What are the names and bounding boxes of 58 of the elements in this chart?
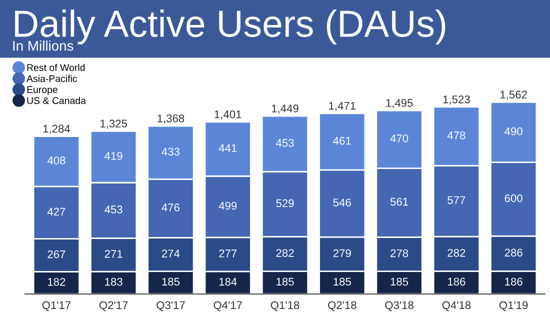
legend-label: Asia-Pacific [26, 74, 78, 82]
data-label: 185 [276, 278, 294, 286]
legend-label: Rest of World [27, 64, 85, 72]
data-label: 186 [505, 278, 522, 286]
data-label: 277 [219, 250, 237, 258]
data-label: 419 [104, 152, 122, 160]
data-label: 184 [219, 278, 237, 286]
legend-label: Europe [27, 86, 58, 95]
data-label: 561 [390, 198, 408, 206]
data-label: 186 [448, 278, 466, 286]
data-label: 546 [333, 198, 351, 206]
total-label: 1,523 [443, 95, 470, 105]
x-tick-label: Q1'17 [42, 301, 71, 312]
data-label: 499 [218, 202, 237, 210]
x-tick-label: Q2'18 [328, 301, 356, 312]
data-label: 183 [105, 278, 122, 286]
data-label: 185 [390, 278, 408, 286]
data-label: 278 [390, 249, 408, 258]
total-label: 1,368 [158, 114, 184, 124]
data-label: 427 [47, 208, 66, 216]
data-label: 453 [276, 139, 294, 147]
data-label: 441 [218, 144, 237, 152]
data-label: 185 [334, 278, 351, 286]
data-label: 476 [162, 204, 180, 212]
data-label: 279 [333, 249, 351, 258]
data-label: 182 [48, 278, 66, 286]
total-label: 1,284 [43, 124, 70, 134]
x-tick-label: Q3'18 [385, 301, 414, 312]
data-label: 433 [162, 148, 180, 156]
data-label: 453 [104, 206, 122, 214]
data-label: 267 [48, 250, 66, 258]
x-tick-label: Q1'18 [270, 301, 300, 312]
x-tick-label: Q4'18 [442, 301, 471, 312]
total-label: 1,401 [214, 110, 242, 120]
total-label: 1,471 [329, 102, 356, 112]
data-label: 286 [504, 248, 522, 257]
total-label: 1,495 [386, 99, 413, 108]
data-label: 490 [504, 127, 522, 136]
x-tick-label: Q4'17 [214, 301, 242, 312]
data-label: 274 [162, 250, 180, 258]
data-label: 470 [390, 134, 408, 142]
data-label: 271 [104, 250, 122, 258]
data-label: 577 [448, 196, 466, 204]
total-label: 1,325 [100, 120, 128, 129]
x-tick-label: Q1'19 [499, 301, 528, 312]
total-label: 1,562 [500, 90, 527, 100]
legend-label: US & Canada [27, 96, 86, 104]
x-tick-label: Q2'17 [99, 301, 128, 312]
data-label: 282 [448, 248, 466, 257]
data-label: 478 [447, 131, 466, 140]
total-label: 1,449 [272, 104, 298, 114]
data-label: 408 [47, 156, 66, 164]
data-label: 529 [276, 199, 294, 208]
data-label: 282 [276, 249, 294, 257]
data-label: 461 [333, 136, 351, 145]
data-label: 185 [162, 278, 180, 286]
x-tick-label: Q3'17 [156, 301, 185, 312]
data-label: 600 [504, 194, 522, 202]
